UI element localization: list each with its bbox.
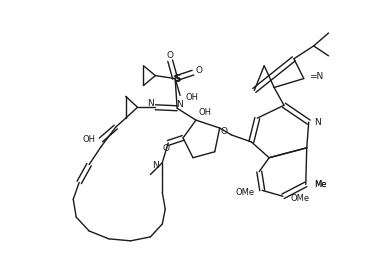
Text: OMe: OMe xyxy=(291,194,310,203)
Text: OH: OH xyxy=(199,108,212,117)
Text: S: S xyxy=(173,74,181,84)
Text: O: O xyxy=(196,66,202,75)
Text: OH: OH xyxy=(185,93,198,102)
Text: O: O xyxy=(167,51,174,60)
Text: N: N xyxy=(153,161,159,170)
Text: O: O xyxy=(163,144,170,153)
Text: =N: =N xyxy=(309,72,323,81)
Text: OMe: OMe xyxy=(235,188,254,197)
Text: N: N xyxy=(147,99,153,108)
Text: N: N xyxy=(314,118,320,127)
Text: O: O xyxy=(221,128,228,136)
Text: Me: Me xyxy=(314,180,326,189)
Text: Me: Me xyxy=(314,180,326,189)
Text: OH: OH xyxy=(83,135,96,144)
Text: N: N xyxy=(176,100,182,109)
